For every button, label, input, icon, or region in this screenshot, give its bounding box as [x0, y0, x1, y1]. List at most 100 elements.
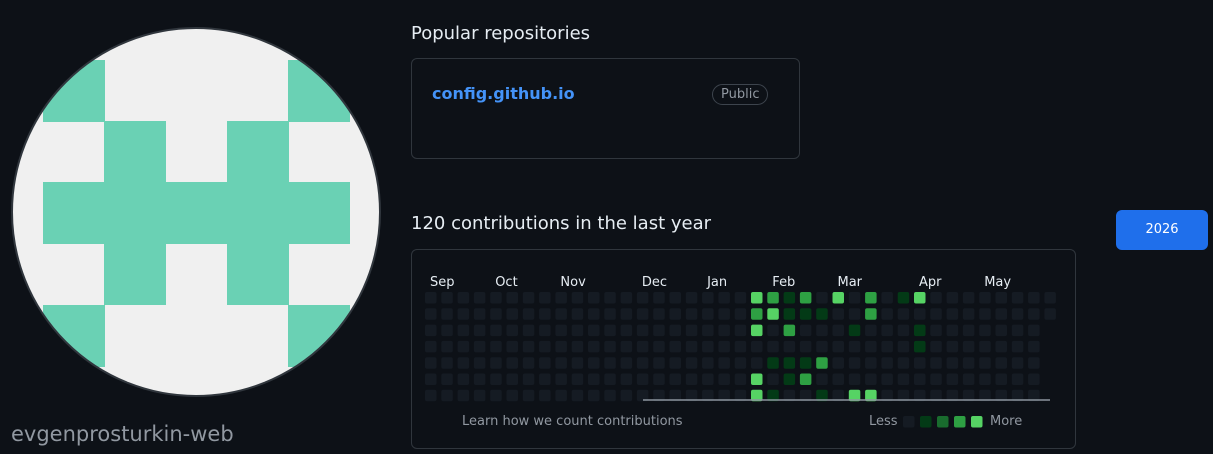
contribution-cell: [897, 292, 910, 304]
contribution-cell: [767, 389, 779, 402]
contribution-cell: [522, 389, 535, 402]
contribution-cell: [636, 373, 649, 385]
contribution-cell: [636, 292, 649, 304]
contribution-cell: [914, 308, 926, 320]
contribution-cell: [669, 373, 681, 385]
contribution-cell: [799, 389, 812, 402]
legend-cell: [937, 416, 949, 428]
contribution-cell: [848, 340, 861, 353]
contribution-cell: [620, 389, 633, 402]
contribution-cell: [1044, 292, 1056, 304]
year-button[interactable]: 2026: [1116, 210, 1208, 250]
contribution-cell: [604, 389, 616, 402]
contribution-cell: [816, 324, 828, 337]
contribution-cell: [702, 292, 714, 304]
contribution-cell: [783, 340, 796, 353]
contributions-title: 120 contributions in the last year: [411, 213, 712, 234]
contribution-cell: [539, 308, 551, 320]
contribution-cell: [881, 308, 893, 320]
contribution-cell: [571, 292, 584, 304]
contribution-cell: [848, 324, 861, 337]
contribution-cell: [783, 324, 796, 337]
contribution-cell: [506, 292, 518, 304]
contribution-cell: [571, 389, 584, 402]
contribution-cell: [881, 324, 893, 337]
contribution-cell: [751, 340, 763, 353]
contribution-cell: [490, 373, 502, 385]
contribution-cell: [734, 373, 747, 385]
contribution-cell: [702, 308, 714, 320]
contribution-cell: [1028, 324, 1040, 337]
contribution-cell: [979, 373, 991, 385]
contribution-cell: [653, 324, 665, 337]
contribution-cell: [832, 357, 844, 369]
contribution-cell: [751, 308, 763, 320]
contribution-cell: [490, 292, 502, 304]
contribution-cell: [946, 373, 959, 385]
contribution-cell: [555, 308, 567, 320]
contribution-cell: [490, 389, 502, 402]
contribution-cell: [865, 292, 877, 304]
contribution-cell: [669, 340, 681, 353]
contribution-cell: [865, 373, 877, 385]
contribution-cell: [555, 357, 567, 369]
contribution-cell: [457, 292, 470, 304]
contribution-cell: [718, 324, 730, 337]
contribution-cell: [604, 357, 616, 369]
contribution-cell: [1028, 373, 1040, 385]
contribution-cell: [425, 373, 437, 385]
contribution-cell: [979, 292, 991, 304]
contribution-cell: [995, 324, 1007, 337]
contribution-cell: [653, 357, 665, 369]
contribution-cell: [669, 389, 681, 402]
contribution-cell: [685, 308, 698, 320]
contribution-cell: [636, 389, 649, 402]
legend-more: More: [990, 414, 1023, 429]
contribution-cell: [816, 340, 828, 353]
contribution-cell: [946, 308, 959, 320]
contribution-cell: [571, 357, 584, 369]
legend-cell: [920, 416, 932, 428]
contribution-cell: [881, 373, 893, 385]
contribution-cell: [832, 324, 844, 337]
contribution-cell: [620, 324, 633, 337]
contributions-card: [411, 249, 1076, 449]
legend-cell: [903, 416, 915, 428]
contribution-cell: [930, 389, 942, 402]
contribution-cell: [653, 340, 665, 353]
contribution-cell: [914, 324, 926, 337]
contribution-cell: [832, 292, 844, 304]
contribution-cell: [962, 340, 975, 353]
contribution-cell: [881, 292, 893, 304]
contribution-cell: [555, 340, 567, 353]
contribution-cell: [783, 373, 796, 385]
contribution-cell: [588, 324, 600, 337]
contribution-cell: [816, 357, 828, 369]
contribution-cell: [767, 308, 779, 320]
contribution-cell: [751, 389, 763, 402]
contribution-cell: [702, 389, 714, 402]
contribution-cell: [799, 292, 812, 304]
contribution-cell: [620, 373, 633, 385]
contribution-cell: [832, 340, 844, 353]
contribution-cell: [522, 292, 535, 304]
contribution-cell: [995, 340, 1007, 353]
contribution-cell: [848, 292, 861, 304]
contribution-cell: [653, 389, 665, 402]
contribution-cell: [718, 373, 730, 385]
contribution-cell: [848, 389, 861, 402]
contribution-cell: [685, 340, 698, 353]
contribution-cell: [457, 373, 470, 385]
contribution-cell: [702, 357, 714, 369]
repo-link[interactable]: config.github.io: [432, 84, 575, 103]
contribution-cell: [441, 373, 453, 385]
contribution-cell: [914, 389, 926, 402]
contribution-cell: [897, 324, 910, 337]
contribution-cell: [490, 340, 502, 353]
learn-link[interactable]: Learn how we count contributions: [462, 414, 683, 429]
contribution-cell: [506, 308, 518, 320]
contribution-cell: [425, 292, 437, 304]
contribution-cell: [734, 357, 747, 369]
contribution-cell: [457, 308, 470, 320]
